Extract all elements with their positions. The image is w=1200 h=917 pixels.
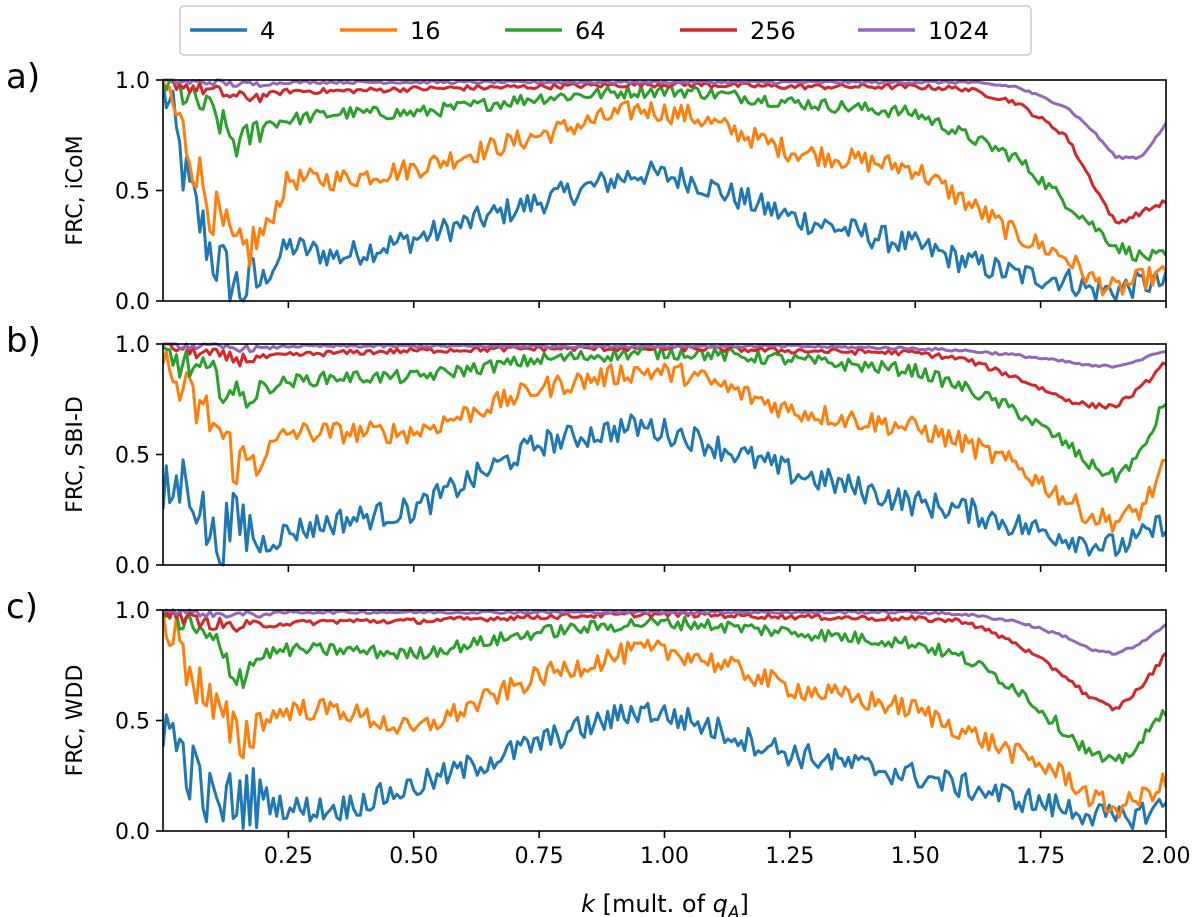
series-line-4 [163, 701, 1166, 831]
legend-entry-4: 4 [190, 17, 275, 45]
y-axis-label: FRC, iCoM [63, 135, 88, 245]
panel-b: 0.0 0.5 1.0 b) FRC, SBI-D [6, 321, 1167, 579]
x-tick-label: 1.50 [891, 844, 940, 869]
legend-label-4: 4 [260, 17, 275, 45]
y-axis-label: FRC, WDD [63, 665, 88, 777]
series-line-4 [163, 79, 1166, 303]
x-axis-label-end: ] [740, 890, 749, 917]
x-tick-label: 1.75 [1016, 844, 1065, 869]
series-line-1024 [163, 78, 1166, 161]
x-tick-label: 1.25 [765, 844, 814, 869]
legend-label-256: 256 [750, 17, 796, 45]
series-line-256 [163, 342, 1166, 410]
x-axis-label: k [mult. of qA] [581, 890, 749, 917]
x-tick-label: 1.00 [640, 844, 689, 869]
panel-a: 0.0 0.5 1.0 a) FRC, iCoM [6, 57, 1167, 315]
y-tick-label: 0.5 [115, 180, 150, 205]
legend-label-1024: 1024 [928, 17, 989, 45]
legend-entry-64: 64 [505, 17, 606, 45]
series-line-64 [163, 344, 1166, 484]
legend: 4 16 64 256 1024 [179, 5, 1032, 56]
x-axis-label-q: q [713, 890, 728, 917]
y-tick-label: 1.0 [115, 599, 150, 624]
legend-entry-1024: 1024 [858, 17, 989, 45]
panel-series [163, 342, 1166, 567]
panel-series [163, 78, 1166, 303]
x-tick-label: 0.50 [389, 844, 438, 869]
panel-c: 0.0 0.5 1.0 0.25 0.50 0.75 1.00 1.25 1.50 1.75 2.0… [6, 587, 1190, 869]
y-tick-label: 1.0 [115, 333, 150, 358]
series-line-64 [163, 78, 1166, 263]
panel-letter: b) [6, 321, 41, 361]
y-tick-label: 0.0 [115, 554, 150, 579]
x-axis-label-k: k [581, 890, 596, 917]
series-line-16 [163, 349, 1166, 533]
x-tick-label: 2.00 [1142, 844, 1191, 869]
panel-letter: c) [6, 587, 38, 627]
series-line-1024 [163, 608, 1166, 656]
panels: 0.0 0.5 1.0 a) FRC, iCoM 0.0 0.5 1.0 b) FRC, SBI-… [6, 57, 1190, 869]
y-tick-label: 0.5 [115, 444, 150, 469]
y-axis-label: FRC, SBI-D [63, 396, 88, 513]
series-line-256 [163, 608, 1166, 712]
x-axis-label-mid: [mult. of [595, 890, 713, 917]
legend-label-16: 16 [410, 17, 441, 45]
y-tick-label: 1.0 [115, 69, 150, 94]
y-tick-label: 0.0 [115, 820, 150, 845]
legend-entry-256: 256 [680, 17, 796, 45]
panel-series [163, 608, 1166, 831]
series-line-256 [163, 78, 1166, 225]
series-line-4 [163, 413, 1166, 567]
series-line-1024 [163, 342, 1166, 369]
x-tick-label: 0.25 [264, 844, 313, 869]
panel-letter: a) [6, 57, 40, 97]
x-tick-label: 0.75 [515, 844, 564, 869]
y-tick-label: 0.0 [115, 290, 150, 315]
series-line-16 [163, 79, 1166, 297]
series-line-64 [163, 608, 1166, 765]
series-line-16 [163, 609, 1166, 819]
legend-frame [179, 5, 1032, 56]
x-axis-label-sub: A [727, 903, 740, 917]
legend-entry-16: 16 [340, 17, 441, 45]
legend-label-64: 64 [575, 17, 606, 45]
y-tick-label: 0.5 [115, 710, 150, 735]
